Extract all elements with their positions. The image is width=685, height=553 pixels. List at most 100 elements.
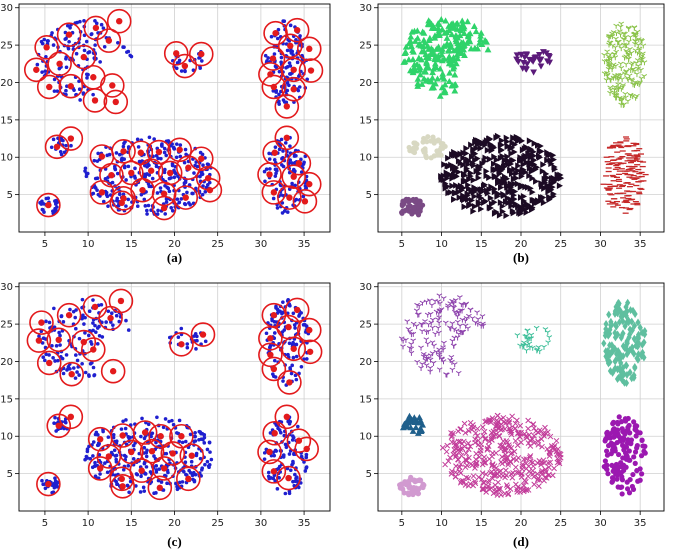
data-point: [635, 350, 642, 359]
data-point: [201, 163, 205, 167]
data-point: [56, 358, 60, 363]
data-point: [93, 43, 97, 47]
data-point: [623, 62, 630, 68]
data-point: [486, 174, 493, 181]
data-point: [435, 137, 442, 143]
data-point: [109, 311, 114, 316]
y-tick-label: 10: [359, 432, 372, 443]
data-point: [509, 207, 516, 215]
data-point: [144, 454, 149, 459]
data-point: [449, 172, 456, 180]
x-tick-label: 25: [554, 239, 567, 250]
data-point: [452, 60, 460, 67]
center-radius-circle: [274, 404, 300, 430]
data-point: [93, 460, 97, 465]
data-point: [525, 440, 532, 446]
data-point: [51, 137, 56, 142]
data-point: [448, 31, 456, 38]
data-point: [505, 188, 512, 195]
data-point: [480, 479, 487, 486]
data-point: [521, 197, 528, 205]
data-point: [451, 305, 457, 311]
y-tick-label: 10: [0, 153, 13, 164]
data-point: [111, 435, 116, 440]
data-point: [517, 422, 524, 429]
data-point: [52, 89, 57, 93]
data-point: [622, 43, 629, 49]
center-point: [166, 169, 174, 177]
data-point: [626, 422, 632, 429]
data-point: [411, 204, 417, 211]
data-point: [429, 82, 437, 90]
x-tick-label: 15: [125, 239, 138, 250]
data-point: [69, 143, 73, 148]
data-point: [531, 432, 537, 439]
data-point: [475, 174, 482, 182]
data-point: [525, 463, 532, 470]
data-point: [475, 198, 482, 206]
data-point: [457, 308, 464, 314]
data-point: [626, 318, 632, 327]
data-point: [290, 181, 294, 186]
data-point: [93, 19, 97, 23]
data-point: [603, 465, 609, 472]
centers: [23, 8, 324, 221]
data-point: [492, 423, 499, 430]
data-point: [170, 162, 175, 166]
y-tick-label: 25: [0, 320, 13, 331]
data-point: [454, 34, 462, 41]
data-point: [51, 355, 55, 360]
data-point: [423, 337, 430, 343]
data-point: [113, 454, 118, 458]
cluster-2: [167, 326, 208, 351]
data-point: [488, 145, 495, 153]
data-point: [429, 68, 436, 76]
data-point: [498, 491, 504, 498]
data-point: [126, 435, 131, 439]
data-point: [443, 448, 450, 455]
data-point: [603, 436, 609, 442]
data-point: [627, 330, 633, 339]
data-point: [547, 459, 554, 466]
data-point: [414, 80, 422, 87]
data-point: [399, 202, 405, 209]
data-point: [618, 484, 624, 491]
data-point: [461, 203, 468, 211]
data-point: [462, 323, 469, 329]
center-point: [270, 365, 278, 373]
x-tick-label: 35: [634, 518, 647, 529]
data-point: [618, 460, 624, 466]
y-tick-label: 20: [359, 78, 372, 89]
data-point: [38, 200, 42, 205]
data-point: [463, 150, 470, 157]
data-point: [488, 468, 495, 475]
data-point: [184, 152, 188, 157]
data-point: [177, 439, 182, 444]
data-point: [511, 180, 518, 188]
center-point: [269, 55, 277, 62]
data-point: [452, 309, 458, 315]
data-point: [273, 174, 278, 178]
data-point: [285, 65, 290, 69]
data-point: [142, 445, 147, 450]
data-point: [493, 156, 500, 164]
y-tick-label: 20: [0, 78, 13, 89]
data-point: [523, 52, 531, 59]
data-point: [75, 358, 80, 363]
center-point: [173, 50, 180, 57]
data-point: [472, 436, 478, 443]
data-point: [410, 210, 416, 216]
axes-frame: [18, 282, 331, 512]
center-radius-circle: [281, 76, 307, 102]
data-point: [434, 29, 442, 37]
data-point: [449, 338, 456, 344]
data-point: [103, 461, 107, 465]
data-point: [473, 456, 479, 463]
center-radius-circle: [176, 466, 201, 492]
data-point: [199, 172, 204, 177]
data-point: [462, 177, 470, 185]
data-point: [530, 156, 537, 164]
cluster-2: [514, 325, 553, 355]
data-point: [266, 474, 271, 479]
data-point: [625, 56, 632, 62]
